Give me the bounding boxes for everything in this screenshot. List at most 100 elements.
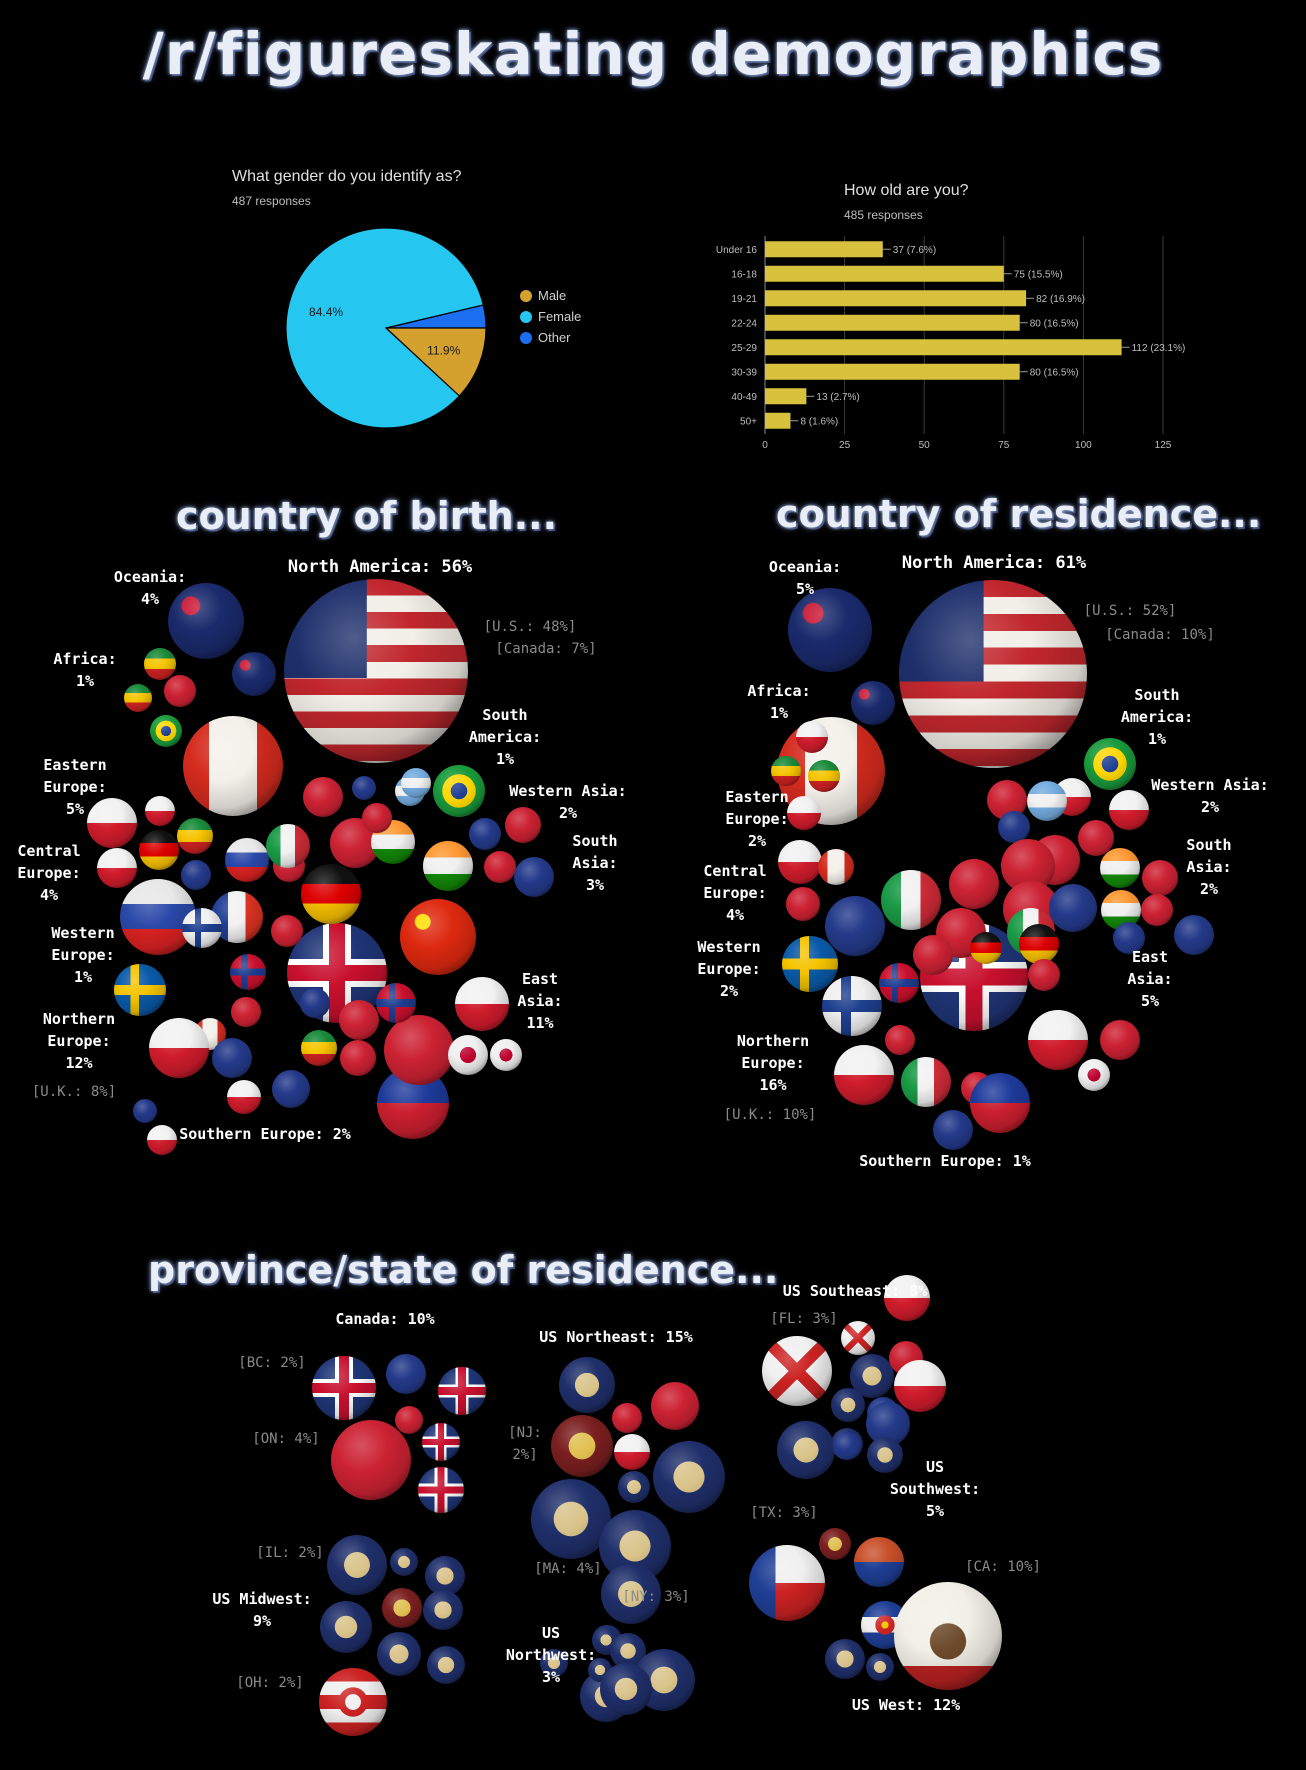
us-west-label: US West: 12% xyxy=(851,1696,961,1714)
us-midwest-label: US Midwest: 9% xyxy=(212,1590,312,1630)
flag-bubble xyxy=(418,1467,464,1513)
flag-bubble xyxy=(970,932,1002,964)
legend-swatch-female xyxy=(520,311,532,323)
flag-bubble xyxy=(120,879,196,955)
bar-x-tick: 0 xyxy=(762,440,768,451)
res-north-america-label: North America: 61% xyxy=(901,553,1087,573)
res-uk-sub: [U.K.: 10%] xyxy=(723,1107,817,1123)
flag-bubble xyxy=(271,915,303,947)
bar-x-tick: 125 xyxy=(1155,440,1172,451)
bar xyxy=(765,265,1004,282)
flag-bubble xyxy=(1174,915,1214,955)
gender-responses: 487 responses xyxy=(232,194,311,208)
bar xyxy=(765,241,883,258)
flag-bubble xyxy=(386,1354,426,1394)
flag-bubble xyxy=(901,1057,951,1107)
flag-bubble xyxy=(884,1275,930,1321)
flag-bubble xyxy=(231,997,261,1027)
flag-bubble xyxy=(559,1357,615,1413)
flag-bubble xyxy=(384,1015,454,1085)
flag-bubble xyxy=(831,1388,865,1422)
flag-bubble xyxy=(551,1415,613,1477)
flag-bubble xyxy=(885,1025,915,1055)
flag-bubble xyxy=(1084,738,1136,790)
bar xyxy=(765,290,1027,307)
bar-data-label: 80 (16.5%) xyxy=(1030,318,1079,329)
flag-bubble xyxy=(303,777,343,817)
res-southern-europe-label: Southern Europe: 1% xyxy=(859,1152,1031,1170)
flag-bubble xyxy=(455,977,509,1031)
flag-bubble xyxy=(145,796,175,826)
flag-bubble xyxy=(514,857,554,897)
legend-label-female: Female xyxy=(538,309,581,324)
flag-bubble xyxy=(225,838,269,882)
flag-bubble xyxy=(834,1045,894,1105)
flag-bubble xyxy=(97,848,137,888)
flag-bubble xyxy=(147,1125,177,1155)
flag-bubble xyxy=(377,1632,421,1676)
page-title: /r/figureskating demographics xyxy=(142,20,1164,88)
flag-bubble xyxy=(851,681,895,725)
flag-bubble xyxy=(390,1548,418,1576)
bar-category-label: 16-18 xyxy=(731,269,757,280)
flag-bubble xyxy=(490,1039,522,1071)
flag-bubble xyxy=(866,1653,894,1681)
flag-bubble xyxy=(618,1471,650,1503)
flag-bubble xyxy=(786,887,820,921)
flag-bubble xyxy=(232,652,276,696)
flag-bubble xyxy=(841,1321,875,1355)
res-south-asia-label: South Asia: 2% xyxy=(1186,836,1232,898)
flag-bubble xyxy=(401,768,431,798)
flag-bubble xyxy=(612,1403,642,1433)
flag-bubble xyxy=(149,1018,209,1078)
birth-east-asia-label: East Asia: 11% xyxy=(517,970,563,1032)
flag-bubble xyxy=(778,840,822,884)
on-sub: [ON: 4%] xyxy=(252,1431,320,1447)
birth-eastern-europe-label: Eastern Europe: 5% xyxy=(43,756,107,818)
flag-bubble xyxy=(808,760,840,792)
bar-data-label: 112 (23.1%) xyxy=(1132,343,1186,354)
birth-south-america-label: South America: 1% xyxy=(468,706,542,768)
res-eastern-europe-label: Eastern Europe: 2% xyxy=(725,788,789,850)
birth-western-europe-label: Western Europe: 1% xyxy=(51,924,115,986)
ca-sub: [CA: 10%] xyxy=(965,1559,1041,1575)
bar-x-tick: 25 xyxy=(839,440,851,451)
bar-x-tick: 75 xyxy=(998,440,1010,451)
flag-bubble xyxy=(339,1000,379,1040)
flag-bubble xyxy=(949,859,999,909)
flag-bubble xyxy=(183,716,283,816)
flag-bubble xyxy=(505,807,541,843)
flag-bubble xyxy=(150,715,182,747)
bar xyxy=(765,339,1122,356)
us-southeast-label: US Southeast: 8% xyxy=(782,1282,928,1300)
flag-bubble xyxy=(933,1110,973,1150)
age-responses: 485 responses xyxy=(844,208,923,222)
res-africa-label: Africa: 1% xyxy=(747,682,811,722)
birth-northern-europe-label: Northern Europe: 12% xyxy=(42,1010,116,1072)
flag-bubble xyxy=(1100,848,1140,888)
canada-label: Canada: 10% xyxy=(335,1310,435,1328)
flag-bubble xyxy=(822,976,882,1036)
age-question: How old are you? xyxy=(844,182,969,199)
gender-pie-chart: 11.9% 84.4% Male Female Other xyxy=(285,227,581,429)
ny-sub: [NY: 3%] xyxy=(622,1589,690,1605)
flag-bubble xyxy=(212,1038,252,1078)
flag-bubble xyxy=(651,1382,699,1430)
flag-bubble xyxy=(854,1537,904,1587)
flag-bubble xyxy=(1078,820,1114,856)
flag-bubble xyxy=(1113,922,1145,954)
birth-section-title: country of birth... xyxy=(176,494,558,538)
flag-bubble xyxy=(177,818,213,854)
bar xyxy=(765,314,1020,331)
bar-data-label: 82 (16.9%) xyxy=(1036,294,1085,305)
flag-bubble xyxy=(601,1564,661,1624)
flag-bubble xyxy=(340,1040,376,1076)
flag-bubble xyxy=(771,756,801,786)
legend-label-male: Male xyxy=(538,288,566,303)
flag-bubble xyxy=(164,675,196,707)
pie-label-male: 11.9% xyxy=(427,344,460,358)
res-northern-europe-label: Northern Europe: 16% xyxy=(736,1032,810,1094)
flag-bubble xyxy=(970,1073,1030,1133)
flag-bubble xyxy=(787,796,821,830)
res-south-america-label: South America: 1% xyxy=(1120,686,1194,748)
